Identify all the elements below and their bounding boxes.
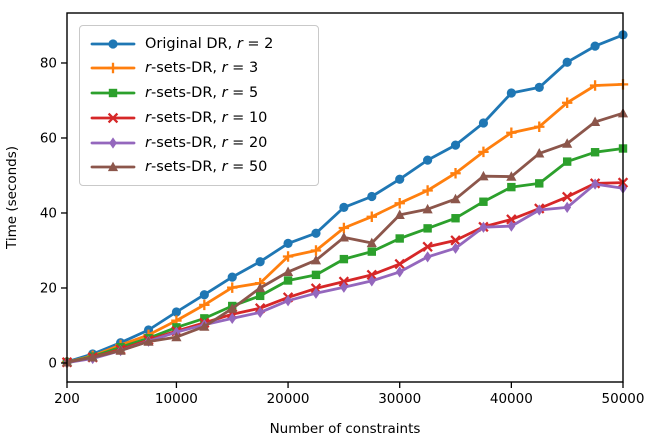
legend-label: Original DR, r = 2 bbox=[145, 35, 274, 52]
x-tick-label: 50000 bbox=[602, 391, 645, 407]
legend-label: r-sets-DR, r = 3 bbox=[145, 60, 259, 77]
x-tick-label: 30000 bbox=[378, 391, 421, 407]
legend-item-3: r-sets-DR, r = 5 bbox=[90, 84, 312, 102]
y-axis-label: Time (seconds) bbox=[4, 146, 20, 250]
legend: Original DR, r = 2 r-sets-DR, r = 3 r-sets… bbox=[79, 25, 319, 186]
legend-item-2: r-sets-DR, r = 3 bbox=[90, 59, 312, 77]
series-3 bbox=[62, 144, 628, 367]
legend-marker-triangle-up-icon bbox=[90, 161, 136, 172]
y-tick-label: 80 bbox=[40, 55, 57, 71]
y-tick-label: 0 bbox=[48, 355, 57, 371]
y-tick-label: 40 bbox=[40, 205, 57, 221]
series-6 bbox=[61, 107, 629, 367]
legend-item-6: r-sets-DR, r = 50 bbox=[90, 158, 312, 176]
legend-marker-diamond-icon bbox=[90, 136, 136, 149]
x-tick-label: 20000 bbox=[267, 391, 310, 407]
y-tick-label: 60 bbox=[40, 130, 57, 146]
axes-layer: 200 10000 20000 30000 40000 50000 0 20 40 60 80 bbox=[40, 12, 645, 407]
legend-item-5: r-sets-DR, r = 20 bbox=[90, 134, 312, 152]
legend-marker-circle-icon bbox=[90, 39, 136, 49]
legend-label: r-sets-DR, r = 20 bbox=[145, 134, 268, 151]
series-layer bbox=[61, 30, 629, 369]
plot-border bbox=[66, 12, 624, 383]
x-tick-label: 200 bbox=[54, 391, 80, 407]
legend-item-1: Original DR, r = 2 bbox=[90, 35, 312, 53]
legend-label: r-sets-DR, r = 10 bbox=[145, 109, 268, 126]
x-tick-label: 10000 bbox=[155, 391, 198, 407]
legend-marker-plus-icon bbox=[90, 63, 136, 74]
legend-marker-x-icon bbox=[90, 112, 136, 124]
legend-item-4: r-sets-DR, r = 10 bbox=[90, 109, 312, 127]
x-axis-label: Number of constraints bbox=[270, 421, 421, 437]
legend-marker-square-icon bbox=[90, 88, 136, 98]
legend-label: r-sets-DR, r = 50 bbox=[145, 159, 268, 176]
x-tick-label: 40000 bbox=[490, 391, 533, 407]
legend-label: r-sets-DR, r = 5 bbox=[145, 85, 259, 102]
y-tick-label: 20 bbox=[40, 280, 57, 296]
series-1 bbox=[62, 30, 628, 367]
